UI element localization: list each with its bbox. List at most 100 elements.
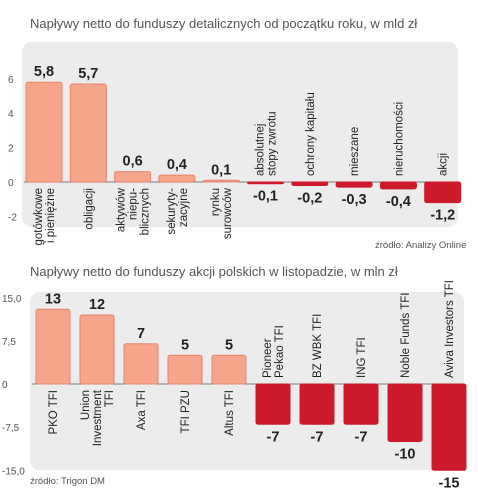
- chart-1-category-line: gotówkowe: [33, 188, 45, 246]
- chart-1-category-line: niepu-: [128, 188, 140, 220]
- chart-1-bar-3: [114, 171, 152, 183]
- chart-1-category-line: ochrony kapitału: [305, 92, 317, 176]
- chart-2-category-label-6: Pioneer Pekao TFI: [262, 325, 286, 378]
- chart-2-category-label-3: Axa TFI: [136, 390, 148, 430]
- chart-2-value-label-5: 5: [225, 337, 233, 353]
- chart-2-value-label-6: -7: [267, 429, 280, 445]
- chart-2-source: źródło: Trigon DM: [30, 476, 105, 487]
- chart-1-category-line: obligacji: [83, 188, 95, 230]
- chart-1-category-label-10: akcji: [438, 153, 450, 176]
- chart-2-value-label-2: 12: [89, 297, 105, 313]
- chart-2-category-label-9: Noble Funds TFI: [400, 293, 412, 378]
- chart-2-y-tick-label: 0: [2, 380, 8, 391]
- chart-1: 6 4 2 0 -2 5,8 gotówkowe i pieniężne 5,7 obligacj…: [8, 42, 462, 246]
- chart-2-category-line: TFI: [104, 390, 116, 407]
- chart-1-bar-8: [335, 181, 373, 188]
- chart-2-category-line: BZ WBK TFI: [312, 314, 324, 378]
- chart-1-title: Napływy netto do funduszy detalicznych o…: [30, 16, 418, 31]
- chart-1-value-label-10: -1,2: [430, 208, 455, 224]
- chart-1-y-tick-label: 2: [8, 144, 14, 155]
- chart-2-value-label-4: 5: [181, 337, 189, 353]
- chart-1-category-line: absolutnej: [255, 124, 267, 176]
- chart-2-category-label-4: TFI PZU: [180, 390, 192, 433]
- chart-2-bar-7: [299, 383, 335, 425]
- chart-1-value-label-6: -0,1: [253, 189, 278, 205]
- chart-1-category-label-2: obligacji: [83, 188, 95, 230]
- chart-1-category-line: rynku: [210, 188, 222, 216]
- chart-1-y-tick-label: 0: [8, 178, 14, 189]
- chart-1-value-label-5: 0,1: [211, 162, 231, 178]
- chart-1-category-line: sekuryty-: [166, 188, 178, 235]
- chart-1-category-label-7: ochrony kapitału: [305, 92, 317, 176]
- chart-2-bar-2: [79, 314, 115, 385]
- chart-1-value-label-3: 0,6: [123, 154, 143, 170]
- chart-1-category-line: akcji: [438, 153, 450, 176]
- chart-2-category-line: Noble Funds TFI: [400, 293, 412, 378]
- chart-1-category-line: mieszane: [349, 127, 361, 176]
- chart-2-category-label-7: BZ WBK TFI: [312, 314, 324, 378]
- chart-2-bar-5: [211, 354, 247, 385]
- chart-2-value-label-10: -15: [439, 475, 460, 491]
- chart-1-y-tick-label: 6: [8, 75, 14, 86]
- chart-2-category-line: Investment: [92, 389, 104, 446]
- chart-2-category-line: Aviva Investors TFI: [444, 280, 456, 378]
- chart-1-value-label-7: -0,2: [297, 190, 322, 206]
- chart-1-category-line: i pieniężne: [45, 188, 57, 243]
- chart-1-category-label-4: sekuryty-zacyjne: [166, 188, 190, 235]
- chart-1-category-line: nieruchomości: [393, 102, 405, 176]
- chart-1-category-label-1: gotówkowe i pieniężne: [33, 188, 57, 246]
- chart-2-category-line: Axa TFI: [136, 390, 148, 430]
- chart-2-category-line: Pioneer: [262, 338, 274, 378]
- chart-2-category-line: Pekao TFI: [274, 325, 286, 378]
- chart-1-category-label-8: mieszane: [349, 127, 361, 176]
- chart-2-bar-10: [431, 383, 467, 471]
- chart-1-bar-6: [247, 181, 284, 185]
- chart-2-value-label-1: 13: [45, 291, 61, 307]
- chart-1-bar-10: [424, 181, 462, 204]
- chart-1-bar-2: [69, 83, 107, 183]
- chart-2-y-tick-label: -7,5: [2, 423, 20, 434]
- chart-2-bar-4: [167, 354, 203, 385]
- chart-1-category-line: aktywów: [116, 187, 128, 232]
- chart-2-value-label-3: 7: [137, 326, 145, 342]
- chart-1-y-tick-label: 4: [8, 109, 14, 120]
- chart-2-y-tick-label: 7,5: [2, 337, 16, 348]
- chart-2-value-label-7: -7: [311, 429, 324, 445]
- chart-2-value-label-9: -10: [395, 447, 416, 463]
- chart-2-category-label-2: Union Investment TFI: [80, 389, 116, 446]
- chart-1-value-label-8: -0,3: [342, 192, 367, 208]
- chart-1-value-label-9: -0,4: [386, 194, 411, 210]
- chart-1-category-line: blicznych: [140, 188, 152, 235]
- chart-2: 15,0 7,5 0 -7,5 -15,0 13 PKO TFI 12 Union Investm…: [2, 280, 467, 491]
- chart-2-category-line: Union: [80, 390, 92, 420]
- chart-2-category-label-8: ING TFI: [356, 337, 368, 378]
- chart-1-bar-9: [379, 181, 417, 190]
- chart-1-category-label-5: rynku surowców: [210, 187, 234, 239]
- chart-2-bar-3: [123, 343, 159, 385]
- chart-2-bar-8: [343, 383, 379, 425]
- chart-2-category-label-5: Altus TFI: [224, 390, 236, 436]
- chart-1-category-line: stopy zwrotu: [267, 111, 279, 176]
- chart-1-bar-1: [25, 81, 63, 183]
- chart-2-category-line: PKO TFI: [48, 390, 60, 435]
- chart-2-category-line: ING TFI: [356, 337, 368, 378]
- chart-2-bar-6: [255, 383, 291, 425]
- chart-1-bar-7: [291, 181, 329, 186]
- chart-1-category-label-3: aktywów niepu-blicznych: [116, 187, 152, 235]
- chart-2-value-label-8: -7: [355, 429, 368, 445]
- chart-2-category-line: Altus TFI: [224, 390, 236, 436]
- chart-2-title: Napływy netto do funduszy akcji polskich…: [30, 264, 398, 279]
- chart-2-y-tick-label: -15,0: [2, 466, 25, 477]
- chart-2-category-line: TFI PZU: [180, 390, 192, 433]
- chart-1-value-label-4: 0,4: [167, 157, 187, 173]
- chart-1-value-label-1: 5,8: [34, 64, 54, 80]
- chart-1-category-label-9: nieruchomości: [393, 102, 405, 176]
- chart-2-y-tick-label: 15,0: [2, 294, 22, 305]
- chart-1-bar-5: [202, 179, 240, 183]
- chart-2-category-label-1: PKO TFI: [48, 390, 60, 435]
- chart-1-category-line: surowców: [222, 187, 234, 239]
- chart-1-bar-4: [158, 174, 196, 183]
- chart-2-category-label-10: Aviva Investors TFI: [444, 280, 456, 378]
- chart-1-category-line: zacyjne: [178, 188, 190, 227]
- chart-2-bar-1: [35, 308, 71, 385]
